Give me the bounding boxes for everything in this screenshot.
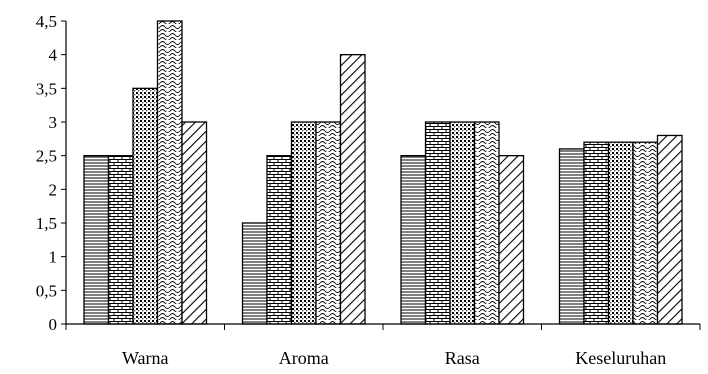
y-tick-label: 0 [49, 315, 58, 334]
bar-warna-2 [107, 155, 134, 325]
bar-keseluruhan-5 [656, 134, 683, 325]
y-tick-label: 4,5 [36, 12, 57, 31]
bar-rasa-3 [449, 121, 476, 325]
axes [65, 21, 701, 330]
y-tick-label: 2,5 [36, 147, 57, 166]
y-tick-label: 3,5 [36, 79, 57, 98]
bar-aroma-2 [266, 155, 293, 325]
bar-warna-3 [132, 87, 159, 325]
bar-keseluruhan-4 [632, 141, 659, 325]
y-tick-label: 1 [49, 248, 58, 267]
x-category-label: Aroma [279, 348, 329, 368]
bar-keseluruhan-1 [558, 148, 585, 325]
x-category-label: Warna [122, 348, 169, 368]
bar-warna-1 [83, 155, 110, 325]
y-tick-label: 4 [49, 46, 58, 65]
bar-rasa-4 [473, 121, 500, 325]
y-tick-label: 3 [49, 113, 58, 132]
bar-warna-5 [181, 121, 208, 325]
bars [83, 20, 683, 325]
x-category-label: Rasa [445, 348, 480, 368]
bar-keseluruhan-2 [583, 141, 610, 325]
bar-aroma-1 [241, 222, 268, 325]
y-axis-ticks: 0 0,5 1 1,5 2 2,5 3 3,5 4 4,5 [36, 12, 66, 334]
bar-rasa-5 [498, 155, 525, 325]
bar-keseluruhan-3 [607, 141, 634, 325]
bar-aroma-4 [315, 121, 342, 325]
bar-rasa-2 [424, 121, 451, 325]
bar-aroma-5 [339, 54, 366, 325]
bar-aroma-3 [290, 121, 317, 325]
bar-rasa-1 [400, 155, 427, 325]
y-tick-label: 1,5 [36, 214, 57, 233]
y-tick-label: 2 [49, 180, 58, 199]
y-tick-label: 0,5 [36, 281, 57, 300]
x-axis-labels: Warna Aroma Rasa Keseluruhan [122, 348, 666, 368]
bar-warna-4 [156, 20, 183, 325]
x-category-label: Keseluruhan [575, 348, 666, 368]
